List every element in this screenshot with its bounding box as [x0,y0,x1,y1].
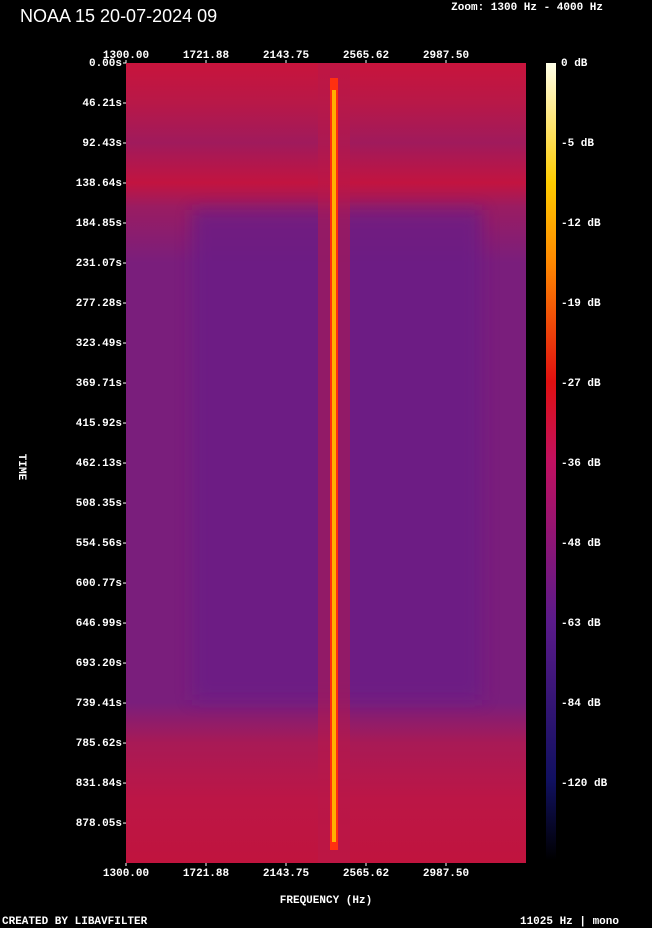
colorbar [546,63,556,860]
footer-left: CREATED BY LIBAVFILTER [2,916,148,928]
y-axis-title: TIME [15,454,27,481]
y-tick-label: 369.71s [76,378,122,390]
y-tick-label: 184.85s [76,218,122,230]
x-tick-label: 1721.88 [183,50,230,62]
y-tick-label: 785.62s [76,738,122,750]
y-tick-label: 554.56s [76,538,122,550]
colorbar-label: -27 dB [561,378,601,390]
x-axis-title: FREQUENCY (Hz) [280,895,372,907]
x-tick-label: 2987.50 [423,50,469,62]
y-tick-label: 46.21s [82,98,122,110]
y-tick-label: 878.05s [76,818,122,830]
spectrogram [126,63,526,863]
x-tick-label: 2565.62 [343,50,389,62]
colorbar-label: 0 dB [561,58,588,70]
x-tick-label: 2143.75 [263,868,310,880]
y-tick-label: 415.92s [76,418,122,430]
x-tick-label: 1300.00 [103,50,149,62]
colorbar-label: -19 dB [561,298,601,310]
y-tick-label: 508.35s [76,498,122,510]
y-tick-label: 693.20s [76,658,122,670]
x-tick-label: 2143.75 [263,50,310,62]
y-tick-label: 231.07s [76,258,122,270]
y-tick-label: 600.77s [76,578,122,590]
footer-right: 11025 Hz | mono [520,916,619,928]
y-tick-label: 323.49s [76,338,122,350]
x-tick-label: 1300.00 [103,868,149,880]
x-tick-label: 2565.62 [343,868,389,880]
colorbar-label: -36 dB [561,458,601,470]
colorbar-label: -5 dB [561,138,594,150]
x-tick-label: 1721.88 [183,868,230,880]
x-tick-label: 2987.50 [423,868,469,880]
colorbar-label: -120 dB [561,778,608,790]
colorbar-label: -12 dB [561,218,601,230]
colorbar-label: -63 dB [561,618,601,630]
y-tick-label: 739.41s [76,698,122,710]
chart-title: NOAA 15 20-07-2024 09 [20,6,217,26]
y-tick-label: 277.28s [76,298,122,310]
y-tick-label: 462.13s [76,458,122,470]
subtitle: Zoom: 1300 Hz - 4000 Hz [451,2,603,14]
colorbar-label: -84 dB [561,698,601,710]
y-tick-label: 92.43s [82,138,122,150]
y-tick-label: 646.99s [76,618,122,630]
y-tick-label: 138.64s [76,178,122,190]
colorbar-label: -48 dB [561,538,601,550]
y-tick-label: 0.00s [89,58,122,70]
y-tick-label: 831.84s [76,778,122,790]
